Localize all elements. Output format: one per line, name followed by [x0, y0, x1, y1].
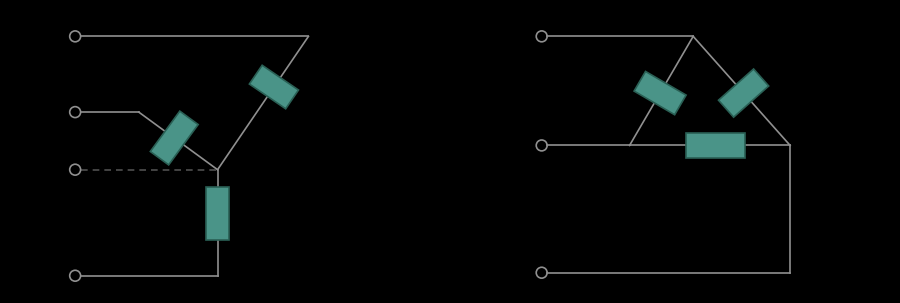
Text: a: a — [520, 28, 529, 42]
Text: b: b — [520, 137, 530, 151]
Polygon shape — [687, 133, 745, 158]
Text: c: c — [521, 264, 529, 278]
Polygon shape — [150, 111, 198, 165]
Text: b: b — [54, 104, 63, 118]
Text: c: c — [54, 267, 63, 281]
Text: a: a — [54, 28, 63, 42]
Polygon shape — [206, 187, 229, 240]
Text: $\mathbf{Z_c}$: $\mathbf{Z_c}$ — [610, 62, 628, 81]
Text: $\mathbf{Z_1}$: $\mathbf{Z_1}$ — [308, 84, 328, 102]
Text: $\mathbf{Z_2}$: $\mathbf{Z_2}$ — [199, 98, 219, 117]
Text: $\mathbf{Z_b}$: $\mathbf{Z_b}$ — [778, 62, 797, 81]
Text: $\mathbf{Z_3}$: $\mathbf{Z_3}$ — [242, 207, 262, 226]
Text: n: n — [53, 161, 63, 175]
Polygon shape — [634, 72, 686, 115]
Polygon shape — [249, 65, 299, 109]
Polygon shape — [718, 69, 769, 117]
Text: $\mathbf{Z_b}$: $\mathbf{Z_b}$ — [707, 171, 727, 190]
